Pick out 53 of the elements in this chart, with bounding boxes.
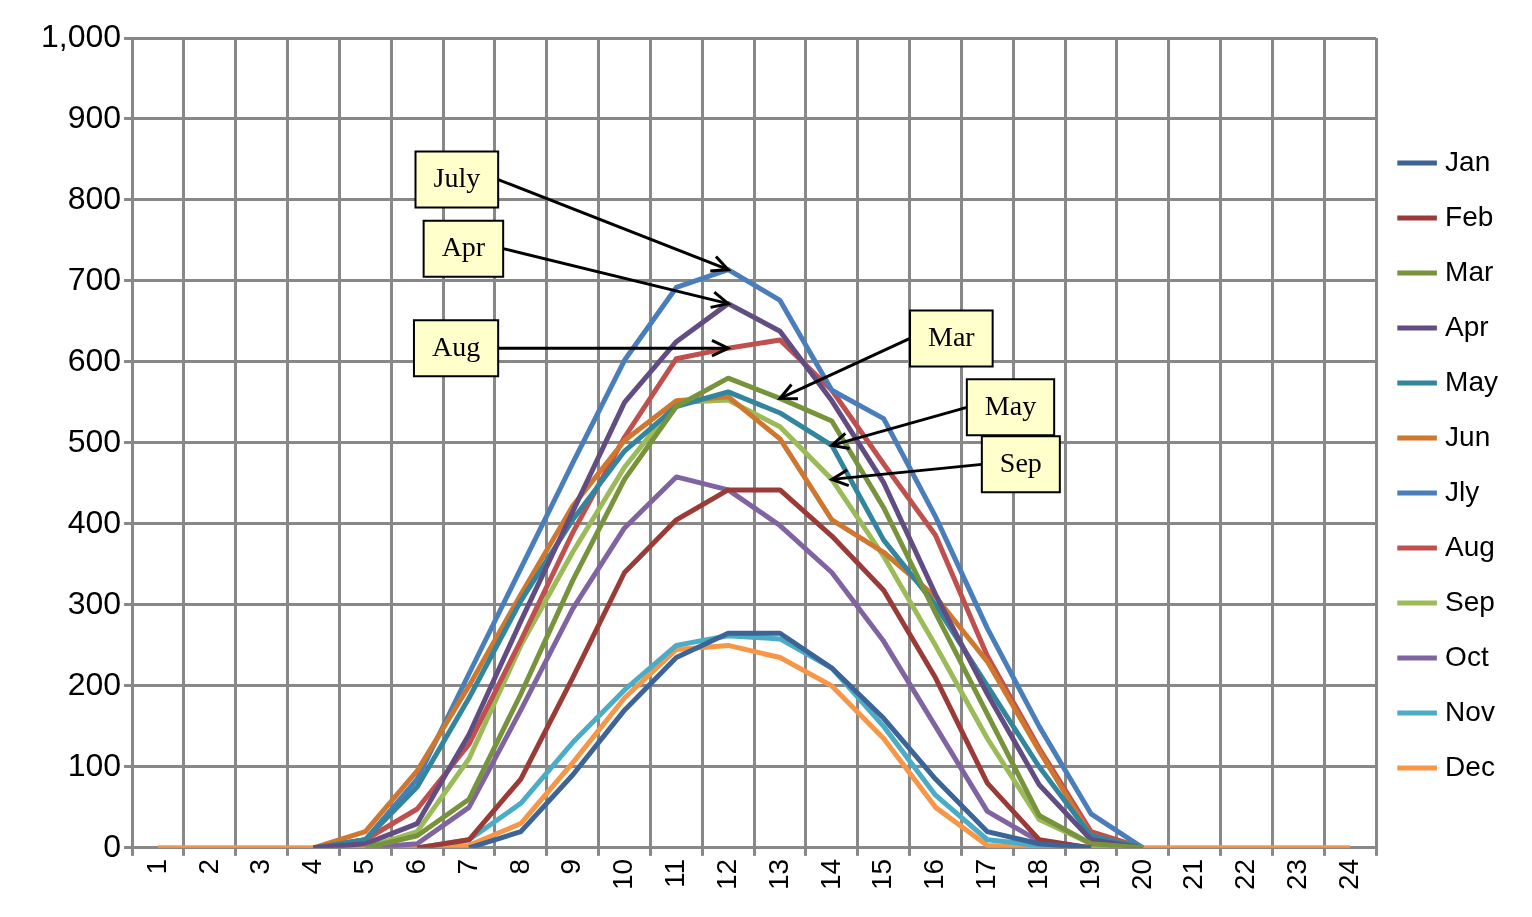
x-tick-label: 12: [710, 858, 742, 891]
legend-label: Nov: [1445, 695, 1495, 727]
x-tick-label: 14: [814, 858, 846, 891]
y-tick-label: 300: [67, 584, 122, 621]
legend-label: Jun: [1445, 420, 1491, 452]
legend-label: Oct: [1445, 640, 1489, 672]
x-tick-label: 19: [1073, 858, 1105, 891]
x-tick-label: 15: [866, 858, 898, 891]
y-tick-label: 600: [67, 341, 122, 378]
legend-label: Dec: [1445, 750, 1495, 782]
legend-label: Jly: [1445, 475, 1480, 507]
y-tick-label: 1,000: [41, 17, 122, 54]
y-tick-label: 800: [67, 179, 122, 216]
annotation: Apr: [441, 230, 486, 262]
x-tick-label: 11: [659, 858, 691, 888]
y-tick-label: 100: [67, 746, 122, 783]
x-tick-label: 20: [1125, 858, 1157, 891]
x-tick-label: 17: [970, 858, 1002, 891]
legend-label: Mar: [1445, 255, 1494, 287]
legend-label: Sep: [1445, 585, 1495, 617]
x-tick-label: 9: [555, 858, 587, 875]
x-tick-label: 3: [244, 858, 276, 875]
x-tick-label: 10: [607, 858, 639, 891]
legend-label: Jan: [1445, 145, 1491, 177]
x-tick-label: 13: [762, 858, 794, 891]
y-tick-label: 400: [67, 503, 122, 540]
y-tick-label: 200: [67, 665, 122, 702]
y-tick-label: 900: [67, 98, 122, 135]
legend-label: Apr: [1445, 310, 1489, 342]
x-tick-label: 1: [140, 858, 172, 875]
x-tick-label: 6: [399, 858, 431, 875]
annotation: Mar: [928, 320, 976, 352]
legend-label: Feb: [1445, 200, 1494, 232]
x-tick-label: 16: [918, 858, 950, 891]
y-tick-label: 500: [67, 422, 122, 459]
x-tick-label: 18: [1021, 858, 1053, 891]
x-tick-label: 5: [348, 858, 380, 875]
x-tick-label: 8: [503, 858, 535, 875]
y-tick-label: 0: [103, 827, 122, 864]
annotation: Aug: [431, 330, 481, 362]
y-tick-label: 700: [67, 260, 122, 297]
x-tick-label: 24: [1332, 858, 1364, 891]
x-tick-label: 2: [192, 858, 224, 875]
x-tick-label: 23: [1281, 858, 1313, 891]
legend-label: May: [1445, 365, 1499, 397]
legend-label: Aug: [1445, 530, 1495, 562]
x-tick-label: 22: [1229, 858, 1261, 891]
x-tick-label: 21: [1177, 858, 1209, 891]
annotation: May: [984, 389, 1037, 421]
x-tick-label: 4: [296, 858, 328, 875]
x-tick-label: 7: [451, 858, 483, 875]
annotation: Sep: [999, 446, 1042, 478]
annotation: July: [433, 161, 481, 193]
